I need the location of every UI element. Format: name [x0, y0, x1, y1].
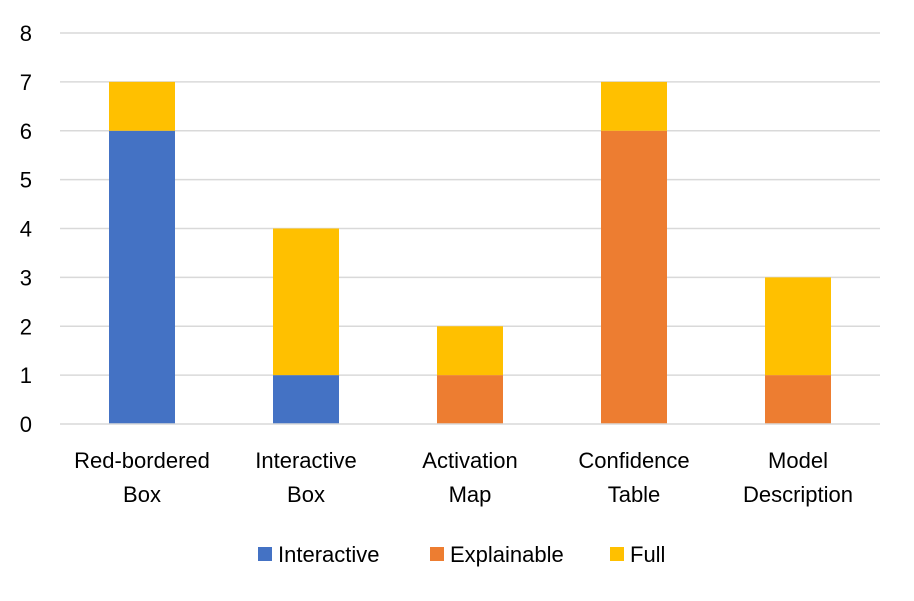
y-tick-label: 2 — [20, 314, 32, 339]
y-tick-label: 6 — [20, 119, 32, 144]
bar-full-0 — [109, 81, 175, 131]
y-axis-tick-labels: 0 1 2 3 4 5 6 7 8 — [20, 21, 32, 437]
y-tick-label: 4 — [20, 217, 32, 242]
bar-explainable-2 — [437, 375, 503, 424]
x-category-label: Red-bordered — [74, 448, 210, 473]
bars — [109, 81, 831, 424]
x-category-label: Box — [123, 482, 161, 507]
y-tick-label: 1 — [20, 363, 32, 388]
y-tick-label: 8 — [20, 21, 32, 46]
bar-interactive-1 — [273, 375, 339, 424]
x-category-label: Description — [743, 482, 853, 507]
legend-swatch-explainable — [430, 547, 444, 561]
x-category-label: Map — [449, 482, 492, 507]
x-category-label: Table — [608, 482, 661, 507]
legend-label-full: Full — [630, 542, 665, 567]
bar-full-4 — [765, 277, 831, 376]
bar-full-2 — [437, 326, 503, 376]
bar-explainable-3 — [601, 130, 667, 424]
legend: Interactive Explainable Full — [258, 542, 665, 567]
legend-label-interactive: Interactive — [278, 542, 380, 567]
x-category-label: Confidence — [578, 448, 689, 473]
bar-interactive-0 — [109, 130, 175, 424]
x-category-label: Model — [768, 448, 828, 473]
bar-explainable-4 — [765, 375, 831, 424]
bar-full-3 — [601, 81, 667, 131]
y-tick-label: 3 — [20, 265, 32, 290]
y-tick-label: 5 — [20, 168, 32, 193]
x-category-label: Interactive — [255, 448, 357, 473]
gridlines — [60, 32, 880, 376]
legend-swatch-full — [610, 547, 624, 561]
bar-full-1 — [273, 228, 339, 376]
x-category-label: Activation — [422, 448, 517, 473]
legend-swatch-interactive — [258, 547, 272, 561]
y-tick-label: 7 — [20, 70, 32, 95]
y-tick-label: 0 — [20, 412, 32, 437]
x-category-label: Box — [287, 482, 325, 507]
legend-label-explainable: Explainable — [450, 542, 564, 567]
x-axis-category-labels: Red-bordered Box Interactive Box Activation M… — [74, 448, 853, 507]
